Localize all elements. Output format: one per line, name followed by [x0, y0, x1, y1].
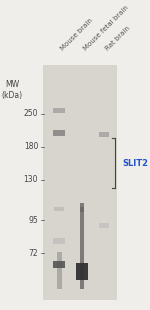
Bar [53, 238, 65, 244]
Text: MW
(kDa): MW (kDa) [2, 80, 23, 100]
Text: 180: 180 [24, 142, 38, 151]
Bar [80, 206, 84, 211]
Bar [99, 223, 109, 228]
Text: Mouse brain: Mouse brain [59, 17, 94, 51]
Text: 130: 130 [24, 175, 38, 184]
Text: SLIT2: SLIT2 [123, 159, 148, 168]
Text: 95: 95 [28, 215, 38, 224]
Text: Rat brain: Rat brain [104, 24, 131, 51]
Bar [80, 203, 84, 289]
Text: Mouse fetal brain: Mouse fetal brain [82, 4, 129, 51]
Bar [54, 207, 64, 211]
Bar [57, 252, 62, 289]
Bar [53, 108, 65, 113]
Bar [53, 261, 65, 268]
Bar [76, 263, 88, 280]
Text: 250: 250 [24, 109, 38, 118]
Bar [53, 130, 65, 136]
Bar [99, 132, 109, 137]
Bar [43, 65, 117, 300]
Text: 72: 72 [28, 249, 38, 258]
